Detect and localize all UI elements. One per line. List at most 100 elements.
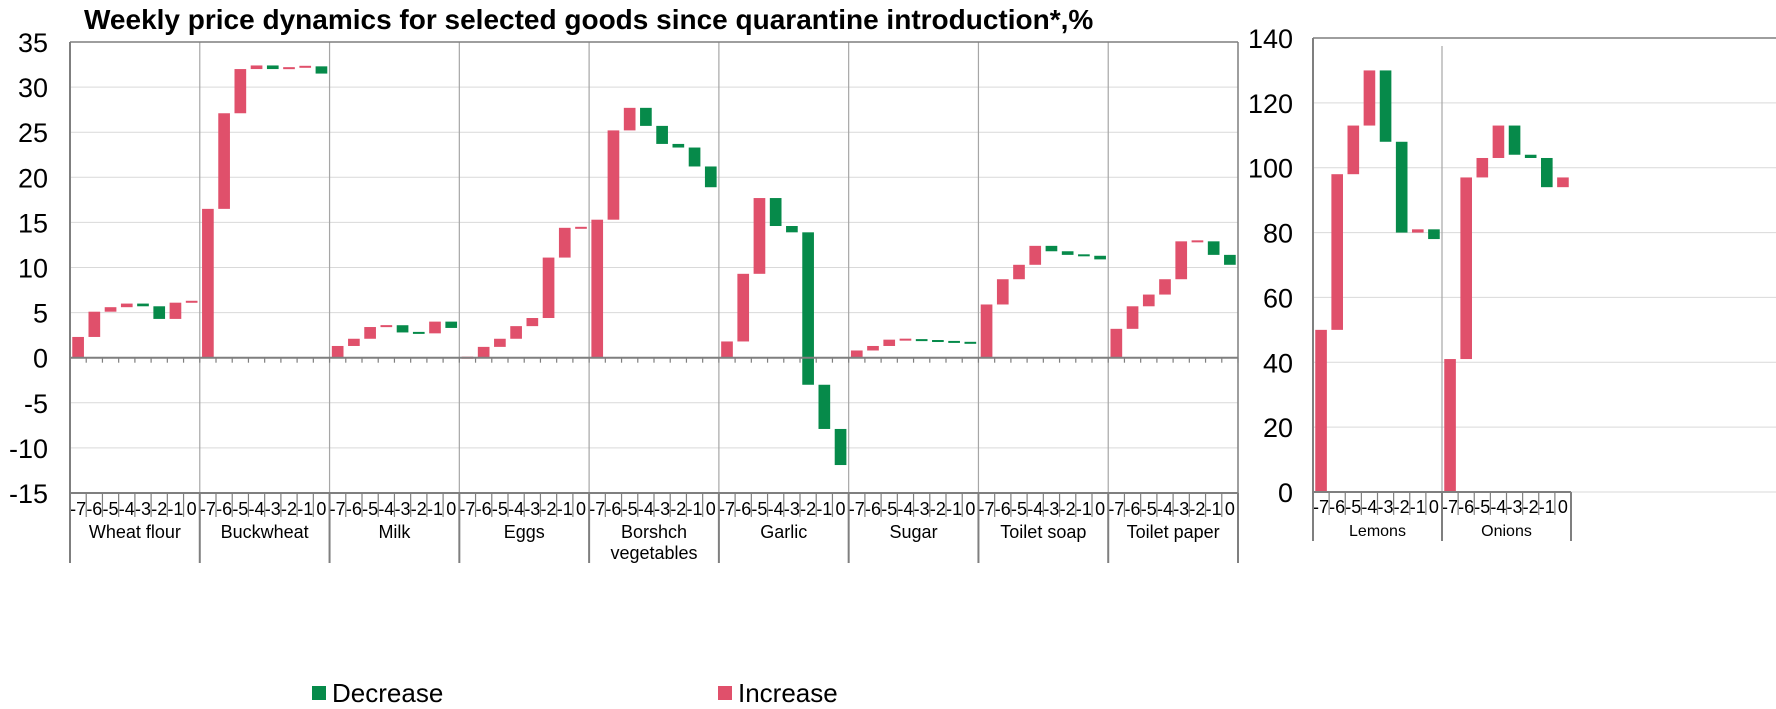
bar-garlic-week-m5 [753, 198, 766, 274]
week-label: -4 [249, 499, 265, 519]
bar-sugar-week-m2 [932, 340, 944, 343]
week-label: -7 [1313, 497, 1329, 517]
week-label: -4 [1157, 499, 1173, 519]
bar-wheat-flour-week-m2 [153, 306, 166, 319]
y-tick-label: 100 [1248, 154, 1293, 184]
week-label: -7 [1108, 499, 1124, 519]
bar-onions-week-m2 [1524, 154, 1537, 158]
week-label: -3 [524, 499, 540, 519]
week-label: -4 [897, 499, 913, 519]
legend-swatch-decrease [312, 686, 326, 700]
bar-eggs-week-m2 [542, 257, 555, 319]
bar-garlic-week-0 [834, 428, 847, 466]
chart-title: Weekly price dynamics for selected goods… [84, 4, 1094, 35]
week-label: -7 [70, 499, 86, 519]
week-label: -6 [605, 499, 621, 519]
bar-onions-week-m6 [1460, 177, 1472, 360]
legend-item-decrease: Decrease [312, 678, 443, 708]
week-label: -6 [476, 499, 492, 519]
week-label: -3 [395, 499, 411, 519]
y-tick-label: 60 [1263, 283, 1293, 313]
bar-toilet-soap-week-m3 [1045, 245, 1058, 252]
week-label: -5 [103, 499, 119, 519]
week-label: -2 [281, 499, 297, 519]
bar-toilet-paper-week-m3 [1175, 241, 1188, 280]
bar-buckwheat-week-0 [315, 66, 328, 74]
bar-borshch-vegetables-week-m4 [640, 107, 652, 126]
bar-toilet-soap-week-m6 [996, 279, 1009, 305]
bar-garlic-week-m1 [818, 384, 831, 429]
bar-buckwheat-week-m5 [234, 69, 247, 114]
week-label: -1 [557, 499, 573, 519]
category-label-lemons: Lemons [1349, 523, 1406, 540]
week-label: -5 [1141, 499, 1157, 519]
bar-milk-week-m4 [380, 325, 393, 328]
week-label: 0 [446, 499, 456, 519]
bar-milk-week-m5 [364, 327, 376, 339]
bar-toilet-paper-week-m4 [1159, 279, 1171, 295]
bar-milk-week-m2 [412, 331, 425, 334]
bar-lemons-week-m2 [1395, 141, 1408, 233]
bar-lemons-week-m7 [1315, 329, 1327, 492]
bar-toilet-paper-week-m5 [1142, 294, 1155, 307]
bar-eggs-week-m3 [526, 318, 539, 327]
week-label: -1 [1206, 499, 1222, 519]
bar-milk-week-m1 [429, 321, 441, 334]
week-label: -7 [200, 499, 216, 519]
category-label-sugar: Sugar [890, 522, 938, 542]
y-tick-label: 0 [33, 344, 48, 374]
week-label: -4 [768, 499, 784, 519]
y-tick-label: 140 [1248, 24, 1293, 54]
week-label: -5 [362, 499, 378, 519]
week-label: 0 [576, 499, 586, 519]
bar-wheat-flour-week-m3 [137, 303, 149, 307]
bar-sugar-week-0 [964, 341, 977, 344]
bar-milk-week-m6 [348, 338, 360, 346]
week-label: -2 [151, 499, 167, 519]
bar-lemons-week-m5 [1347, 125, 1360, 175]
week-label: -1 [1539, 497, 1555, 517]
bar-sugar-week-m5 [883, 339, 896, 346]
week-label: 0 [1095, 499, 1105, 519]
bar-toilet-soap-week-m7 [980, 304, 993, 358]
category-label-garlic: Garlic [760, 522, 807, 542]
bar-wheat-flour-week-m7 [72, 336, 84, 358]
week-label: -3 [654, 499, 670, 519]
week-label: -6 [865, 499, 881, 519]
bar-buckwheat-week-m4 [250, 65, 263, 70]
bar-eggs-week-m6 [477, 346, 490, 358]
bar-borshch-vegetables-week-m6 [607, 130, 620, 220]
bar-toilet-paper-week-m1 [1207, 241, 1220, 255]
bar-toilet-soap-week-m2 [1061, 251, 1074, 255]
bar-toilet-paper-week-m6 [1126, 306, 1139, 329]
week-label: -5 [881, 499, 897, 519]
week-label: -7 [1442, 497, 1458, 517]
week-label: -5 [1011, 499, 1027, 519]
bar-borshch-vegetables-week-m7 [591, 219, 604, 358]
y-tick-label: 120 [1248, 89, 1293, 119]
week-label: -5 [751, 499, 767, 519]
week-label: -5 [1345, 497, 1361, 517]
bar-lemons-week-m6 [1331, 174, 1343, 330]
week-label: -7 [330, 499, 346, 519]
category-label-borshch-vegetables: Borshch [621, 522, 687, 542]
week-label: -2 [670, 499, 686, 519]
bar-wheat-flour-week-m1 [169, 302, 182, 319]
week-label: 0 [706, 499, 716, 519]
legend-item-increase: Increase [718, 678, 838, 708]
bar-wheat-flour-week-0 [185, 300, 198, 303]
week-label: -1 [687, 499, 703, 519]
week-label: -5 [232, 499, 248, 519]
bar-buckwheat-week-m6 [218, 113, 230, 209]
week-label: -2 [411, 499, 427, 519]
week-label: -7 [979, 499, 995, 519]
y-tick-label: 20 [18, 163, 48, 193]
bar-sugar-week-m6 [867, 345, 879, 351]
week-label: -6 [216, 499, 232, 519]
y-tick-label: 10 [18, 254, 48, 284]
bar-buckwheat-week-m3 [266, 65, 279, 70]
bar-sugar-week-m7 [850, 350, 863, 358]
week-label: -3 [265, 499, 281, 519]
week-label: 0 [1558, 497, 1568, 517]
